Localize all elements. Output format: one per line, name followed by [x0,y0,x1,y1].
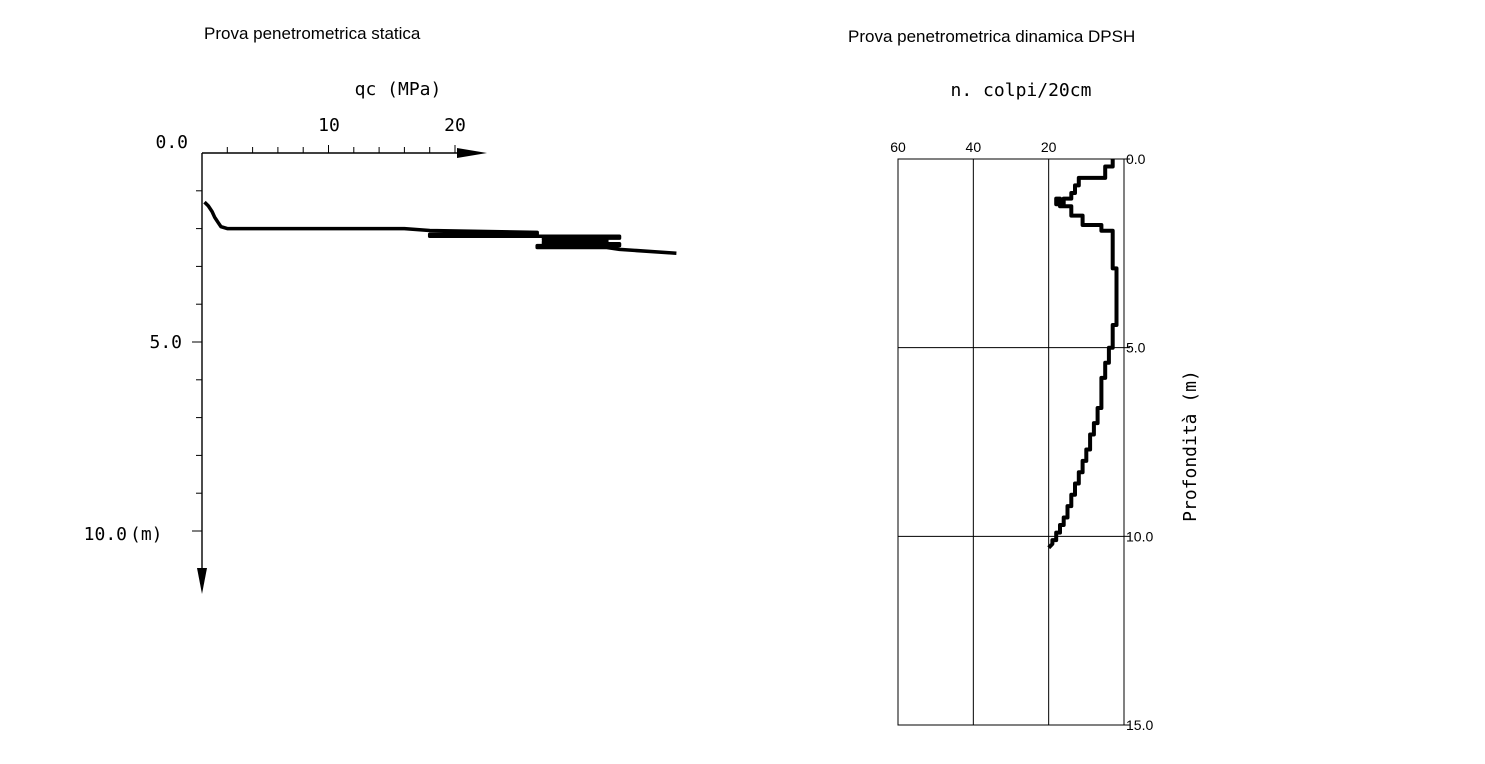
right-panel-title: Prova penetrometrica dinamica DPSH [848,27,1136,46]
y-tick-label-10: 10.0 [1126,528,1153,544]
y-tick-label-0: 0.0 [155,132,188,153]
x-tick-label-20: 20 [1041,139,1057,155]
y-tick-label-0: 0.0 [1126,151,1146,167]
static-cpt-chart: 10 20 0.0 5.0 10.0 (m) qc (MPa) [84,79,677,594]
y-tick-label-15: 15.0 [1126,717,1153,733]
left-panel-title: Prova penetrometrica statica [204,24,421,43]
x-tick-label-40: 40 [966,139,982,155]
y-axis-arrow [197,568,207,594]
y-tick-label-10: 10.0 [84,524,127,545]
y-axis-label: (m) [130,524,163,545]
x-tick-label-10: 10 [318,115,340,136]
x-axis-arrow [457,148,487,158]
qc-series-line [203,200,677,255]
y-tick-label-5: 5.0 [1126,340,1146,356]
x-tick-label-60: 60 [890,139,906,155]
y-tick-label-5: 5.0 [149,332,182,353]
plot-frame [897,158,1125,726]
dpsh-chart: 60 40 20 0.0 5.0 10.0 15.0 n. colpi/20cm Profond… [890,80,1201,733]
blow-count-series-line [1047,159,1119,550]
x-tick-label-20: 20 [444,115,466,136]
y-axis-label: Profondità (m) [1180,370,1201,522]
x-axis-label: qc (MPa) [355,79,442,100]
x-axis-label: n. colpi/20cm [951,80,1092,101]
